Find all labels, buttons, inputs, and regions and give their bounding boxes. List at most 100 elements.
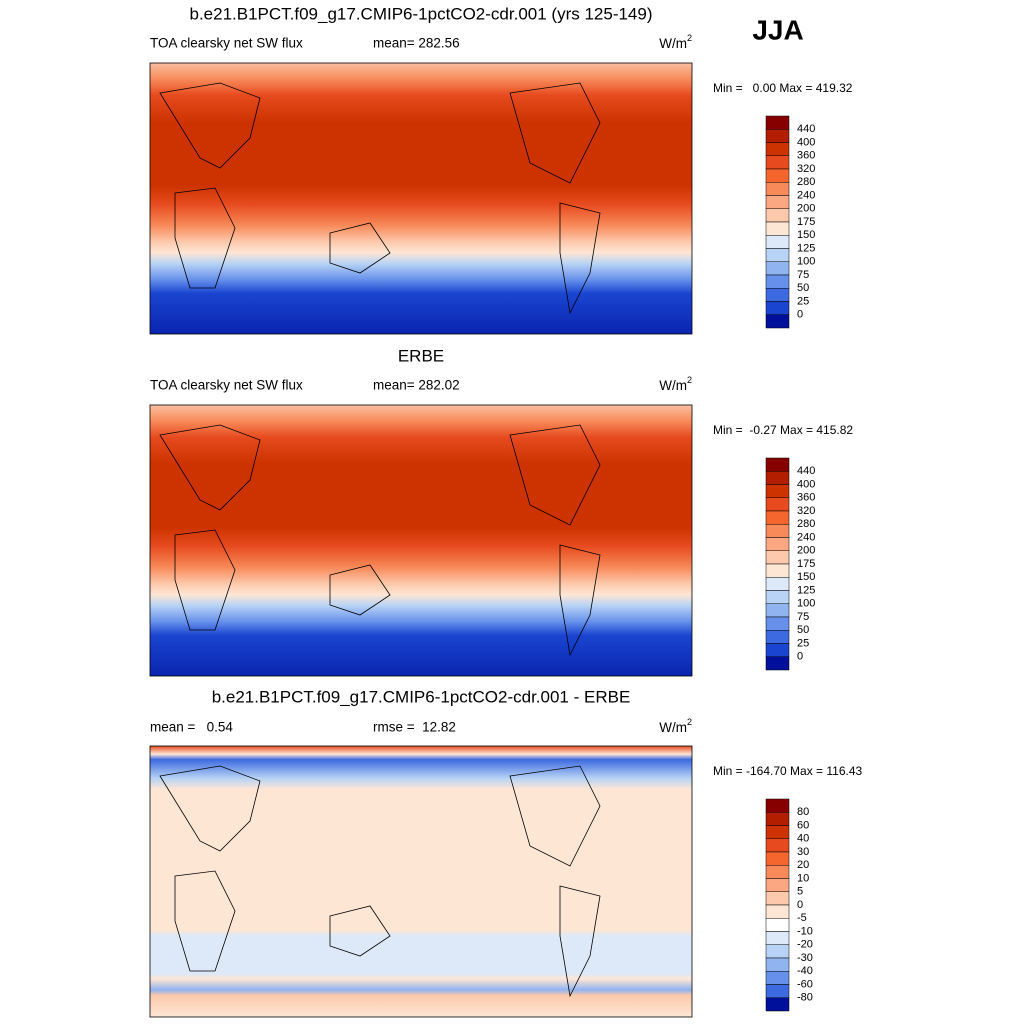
colorbar-label: 240 [797, 531, 815, 543]
colorbar-box [765, 931, 790, 945]
colorbar-box [765, 865, 790, 879]
units-label: W/m2 [659, 375, 692, 392]
colorbar-box [765, 261, 790, 276]
colorbar-label: 80 [797, 806, 809, 818]
colorbar-box [765, 471, 790, 485]
colorbar-box [765, 208, 790, 223]
season-label: JJA [752, 14, 803, 45]
coastline [159, 82, 261, 169]
min-max: Min = -0.27 Max = 415.82 [713, 423, 853, 437]
map-field [149, 62, 693, 335]
colorbar-box [765, 798, 790, 813]
colorbar-box [765, 550, 790, 565]
left-label: mean = 0.54 [150, 720, 233, 735]
colorbar-box [765, 603, 790, 618]
colorbar-box [765, 997, 790, 1012]
colorbar-box [765, 971, 790, 985]
colorbar-label: 75 [797, 611, 809, 623]
colorbar-box [765, 195, 790, 209]
coastline [509, 424, 601, 526]
colorbar-box [765, 129, 790, 143]
colorbar-box [765, 643, 790, 657]
coastline [559, 202, 601, 315]
colorbar-label: 0 [797, 309, 803, 321]
units-power: 2 [687, 33, 692, 43]
colorbar-box [765, 630, 790, 644]
colorbar-box [765, 288, 790, 302]
colorbar-label: 100 [797, 256, 815, 268]
colorbar-label: -20 [797, 939, 813, 951]
colorbar-label: -5 [797, 912, 807, 924]
colorbar-label: 360 [797, 492, 815, 504]
colorbar-box [765, 235, 790, 249]
colorbar-box [765, 524, 790, 538]
units-power: 2 [687, 375, 692, 385]
colorbar-box [765, 616, 790, 631]
colorbar-label: 125 [797, 584, 815, 596]
colorbar-label: 0 [797, 899, 803, 911]
colorbar-label: -10 [797, 925, 813, 937]
colorbar-label: 360 [797, 150, 815, 162]
coastline [559, 885, 601, 998]
colorbar-box [765, 457, 790, 472]
colorbar-box [765, 484, 790, 498]
colorbar-label: 60 [797, 819, 809, 831]
min-max: Min = 0.00 Max = 419.32 [713, 81, 853, 95]
coastline [559, 544, 601, 657]
coastline [509, 82, 601, 184]
colorbar-box [765, 878, 790, 892]
coastline [174, 187, 236, 289]
colorbar-box [765, 221, 790, 236]
colorbar-label: 150 [797, 229, 815, 241]
colorbar-label: 5 [797, 886, 803, 898]
colorbar-label: 200 [797, 203, 815, 215]
center-label: mean= 282.02 [373, 378, 460, 393]
colorbar-label: 25 [797, 637, 809, 649]
colorbar-box [765, 537, 790, 551]
colorbar-label: 280 [797, 176, 815, 188]
colorbar-box [765, 957, 790, 972]
colorbar-label: -30 [797, 952, 813, 964]
coastline [329, 564, 391, 616]
colorbar-label: -80 [797, 992, 813, 1004]
map-field [149, 404, 693, 677]
coastline [329, 905, 391, 957]
colorbar-box [765, 142, 790, 156]
colorbar-box [765, 904, 790, 919]
colorbar-box [765, 510, 790, 525]
colorbar-label: 440 [797, 465, 815, 477]
colorbar-label: 10 [797, 872, 809, 884]
colorbar-box [765, 944, 790, 959]
units: W/m [659, 36, 687, 51]
colorbar-label: 320 [797, 163, 815, 175]
colorbar-box [765, 115, 790, 130]
colorbar-box [765, 590, 790, 604]
colorbar-box [765, 577, 790, 591]
units: W/m [659, 378, 687, 393]
colorbar-box [765, 851, 790, 866]
map-field [149, 745, 693, 1018]
colorbar-label: 30 [797, 846, 809, 858]
colorbar-label: 100 [797, 598, 815, 610]
colorbar-box [765, 155, 790, 170]
colorbar-label: 75 [797, 269, 809, 281]
colorbar-box [765, 314, 790, 329]
colorbar-box [765, 891, 790, 906]
min-max: Min = -164.70 Max = 116.43 [713, 764, 863, 778]
colorbar-box [765, 168, 790, 183]
panel-title: b.e21.B1PCT.f09_g17.CMIP6-1pctCO2-cdr.00… [212, 687, 631, 706]
units-label: W/m2 [659, 717, 692, 734]
left-label: TOA clearsky net SW flux [150, 378, 303, 393]
coastline [174, 870, 236, 972]
colorbar-box [765, 248, 790, 262]
units-label: W/m2 [659, 33, 692, 50]
colorbar-box [765, 497, 790, 512]
colorbar-label: -40 [797, 965, 813, 977]
coastline [329, 222, 391, 274]
colorbar-label: 40 [797, 833, 809, 845]
panel-title: b.e21.B1PCT.f09_g17.CMIP6-1pctCO2-cdr.00… [189, 4, 652, 23]
colorbar-label: 175 [797, 558, 815, 570]
left-label: TOA clearsky net SW flux [150, 36, 303, 51]
units-power: 2 [687, 717, 692, 727]
